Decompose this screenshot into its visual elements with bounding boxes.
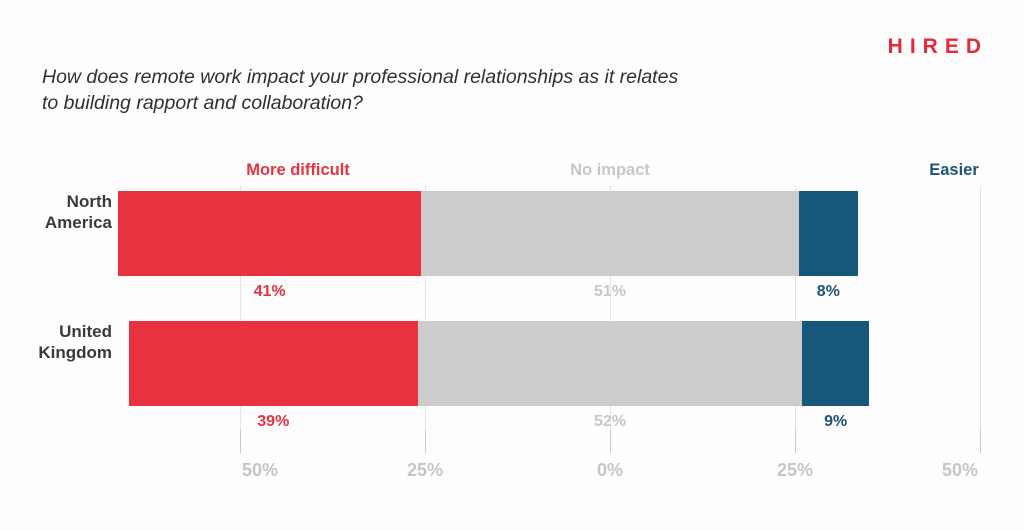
legend-label-no-impact: No impact bbox=[570, 161, 650, 179]
axis-gridline bbox=[425, 186, 426, 452]
axis-gridline bbox=[240, 186, 241, 452]
axis-tick-label: 0% bbox=[596, 460, 623, 480]
axis-tick bbox=[980, 430, 981, 453]
axis-tick-label: 25% bbox=[776, 460, 814, 480]
axis-gridline bbox=[980, 186, 981, 452]
bar-segment-more-difficult bbox=[117, 191, 422, 276]
category-label-north-america: North America bbox=[44, 192, 112, 232]
axis-tick bbox=[240, 430, 241, 453]
bar-segment-no-impact bbox=[417, 321, 803, 406]
category-label-united-kingdom: United Kingdom bbox=[38, 322, 112, 362]
value-label-more-difficult: 39% bbox=[257, 413, 290, 430]
value-label-easier: 8% bbox=[816, 283, 840, 300]
axis-tick bbox=[425, 430, 426, 453]
axis-tick bbox=[795, 430, 796, 453]
axis-tick-label: 25% bbox=[406, 460, 444, 480]
value-label-more-difficult: 41% bbox=[253, 283, 286, 300]
value-label-no-impact: 51% bbox=[593, 283, 627, 300]
bar-segment-more-difficult bbox=[129, 321, 418, 406]
axis-gridline bbox=[610, 186, 611, 452]
value-label-easier: 9% bbox=[824, 413, 848, 430]
bar-segment-easier bbox=[802, 321, 869, 406]
chart-question-title: How does remote work impact your profess… bbox=[42, 64, 842, 116]
axis-gridline bbox=[795, 186, 796, 452]
legend-label-easier: Easier bbox=[929, 161, 979, 179]
bar-segment-easier bbox=[798, 191, 858, 276]
hired-logo: HIRED bbox=[887, 35, 988, 58]
bar-segment-no-impact bbox=[421, 191, 799, 276]
chart-question-title-line2: to building rapport and collaboration? bbox=[42, 92, 363, 114]
chart-question-title-line1: How does remote work impact your profess… bbox=[42, 66, 679, 88]
axis-tick-label: 50% bbox=[941, 460, 979, 480]
axis-tick-label: 50% bbox=[241, 460, 279, 480]
axis-tick bbox=[610, 430, 611, 453]
value-label-no-impact: 52% bbox=[593, 413, 627, 430]
legend-label-more-difficult: More difficult bbox=[246, 161, 350, 179]
